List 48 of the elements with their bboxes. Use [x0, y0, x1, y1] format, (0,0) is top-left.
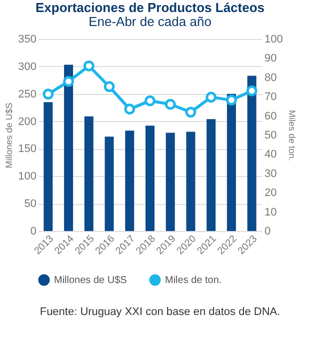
- y-tick-label: 300: [18, 60, 36, 73]
- y-tick-label: 150: [18, 143, 36, 156]
- point: [246, 85, 258, 96]
- y2-tick-label: 0: [264, 226, 271, 238]
- point: [63, 76, 74, 87]
- y-axis-title: Millones de U$S: [4, 102, 14, 168]
- bar: [146, 126, 154, 231]
- y2-tick-label: 30: [264, 168, 277, 180]
- point: [83, 60, 94, 72]
- bar: [64, 64, 74, 231]
- point: [226, 94, 237, 106]
- y-tick-label: 250: [18, 88, 36, 100]
- point: [164, 98, 176, 110]
- y-tick-label: 200: [18, 116, 36, 128]
- chart-title: Exportaciones de Productos Lácteos: [35, 0, 265, 15]
- legend-label: Millones de U$S: [54, 275, 128, 286]
- y2-tick-label: 60: [264, 110, 277, 122]
- y2-tick-label: 40: [264, 148, 277, 161]
- y2-tick-label: 50: [264, 130, 277, 142]
- y2-tick-label: 100: [264, 34, 283, 46]
- bar: [186, 132, 196, 231]
- point: [206, 92, 217, 103]
- y2-tick-label: 70: [264, 91, 277, 104]
- bar: [44, 102, 53, 231]
- point: [42, 88, 54, 100]
- point: [185, 106, 196, 118]
- point: [124, 104, 136, 115]
- y2-tick-label: 80: [264, 72, 277, 84]
- y-tick-label: 350: [18, 34, 36, 46]
- bar: [104, 136, 114, 231]
- y2-tick-label: 90: [264, 52, 277, 65]
- bar: [226, 94, 236, 231]
- bar: [206, 119, 216, 231]
- legend-label: Miles de ton.: [165, 275, 222, 286]
- point: [104, 81, 115, 92]
- y-tick-label: 0: [30, 226, 36, 238]
- y2-axis-title: Miles de ton.: [286, 110, 297, 162]
- bar: [247, 76, 256, 231]
- y2-tick-label: 20: [264, 187, 277, 200]
- bar: [125, 130, 134, 231]
- y2-tick-label: 10: [264, 206, 277, 218]
- y-tick-label: 50: [24, 198, 36, 210]
- y-tick-label: 100: [18, 170, 36, 183]
- bar: [84, 116, 94, 231]
- point: [144, 95, 156, 106]
- chart-subtitle: Ene-Abr de cada año: [88, 14, 212, 29]
- source-note: Fuente: Uruguay XXI con base en datos de DNA.: [38, 306, 282, 318]
- bar: [166, 132, 175, 231]
